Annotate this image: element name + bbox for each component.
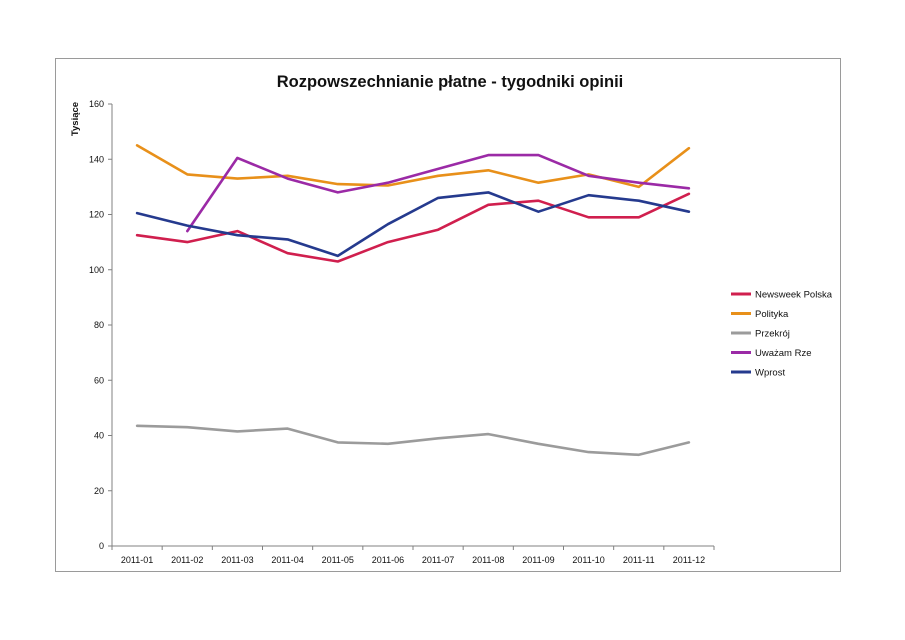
- legend-label: Wprost: [755, 368, 785, 379]
- chart-frame: Rozpowszechnianie płatne - tygodniki opi…: [55, 58, 841, 572]
- x-tick-label: 2011-02: [171, 555, 203, 565]
- legend-label: Polityka: [755, 309, 789, 320]
- x-tick-label: 2011-05: [322, 555, 354, 565]
- series-line-polityka: [135, 144, 691, 189]
- x-tick-label: 2011-12: [673, 555, 705, 565]
- x-tick-label: 2011-03: [221, 555, 253, 565]
- x-tick-label: 2011-11: [623, 555, 655, 565]
- legend: Newsweek Polska Polityka Przekrój Uważam Rz…: [731, 290, 833, 379]
- y-tick-label: 100: [89, 265, 104, 275]
- series-lines: [135, 144, 691, 457]
- y-tick-label: 0: [99, 541, 104, 551]
- chart-title: Rozpowszechnianie płatne - tygodniki opi…: [277, 73, 624, 91]
- y-axis-label: Tysiące: [70, 102, 81, 136]
- x-tick-label: 2011-08: [472, 555, 504, 565]
- y-tick-label: 40: [94, 431, 104, 441]
- y-tick-label: 120: [89, 210, 104, 220]
- y-tick-label: 160: [89, 99, 104, 109]
- legend-label: Uważam Rze: [755, 348, 812, 359]
- y-tick-label: 80: [94, 320, 104, 330]
- y-tick-label: 140: [89, 154, 104, 164]
- x-tick-label: 2011-04: [271, 555, 303, 565]
- legend-label: Przekrój: [755, 329, 790, 340]
- line-chart: Rozpowszechnianie płatne - tygodniki opi…: [70, 73, 833, 565]
- y-tick-label: 20: [94, 486, 104, 496]
- x-tick-label: 2011-09: [522, 555, 554, 565]
- x-tick-label: 2011-01: [121, 555, 153, 565]
- series-line-przekroj: [135, 424, 691, 457]
- legend-label: Newsweek Polska: [755, 290, 833, 301]
- series-line-uwazam-rze: [186, 153, 691, 233]
- y-tick-label: 60: [94, 375, 104, 385]
- series-line-wprost: [135, 191, 691, 258]
- series-line-newsweek-polska: [135, 192, 691, 263]
- x-tick-label: 2011-06: [372, 555, 404, 565]
- axes: 0 20 40 60 80 100 120 140 160 2011-01 2011-02 2011-…: [89, 99, 715, 565]
- x-tick-label: 2011-07: [422, 555, 454, 565]
- x-tick-label: 2011-10: [572, 555, 604, 565]
